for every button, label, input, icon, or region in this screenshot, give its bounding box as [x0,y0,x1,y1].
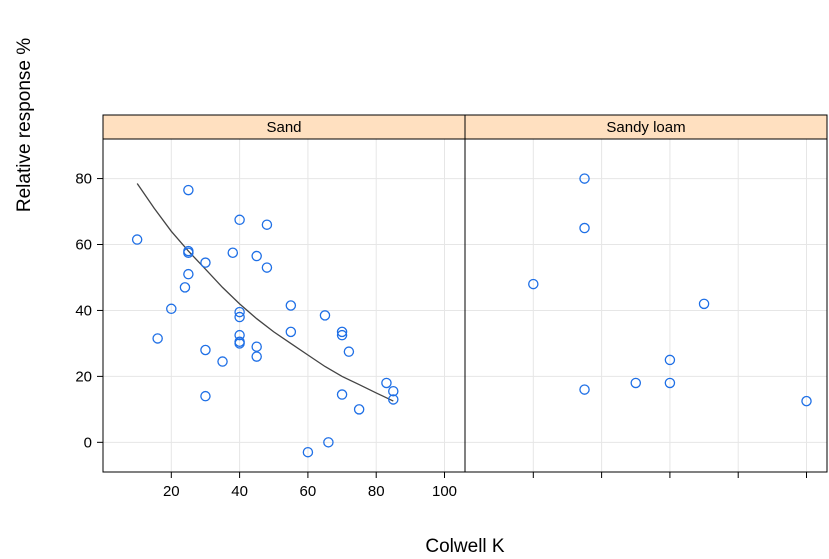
data-point-0-6 [183,268,194,280]
data-point-0-26 [302,446,314,458]
panel-strip-1 [464,114,828,140]
data-point-0-27 [319,310,331,321]
y-tick-label-0: 0 [84,434,92,451]
y-tick-label-4: 80 [75,171,92,188]
y-tick-label-3: 60 [75,237,92,254]
data-point-0-5 [183,247,194,258]
x-tick-label-1: 40 [231,483,248,500]
x-tick-label-4: 100 [432,483,457,500]
data-point-0-7 [183,184,194,196]
data-point-0-35 [388,385,399,397]
data-point-0-28 [323,437,334,448]
data-point-0-36 [388,394,399,405]
fit-curve-0 [136,183,394,402]
panel-strip-label-0: Sand [266,119,301,136]
data-point-1-5 [664,354,676,366]
data-point-1-3 [579,384,590,395]
data-point-0-18 [234,338,245,349]
data-point-0-19 [251,250,262,262]
data-point-0-8 [200,257,211,268]
data-point-0-10 [200,390,211,402]
data-point-0-14 [234,306,245,318]
axis-layer: 20 40 60 80 100 0 20 40 60 80 [75,171,808,500]
data-point-0-13 [234,214,245,226]
y-tick-label-1: 20 [75,368,92,385]
data-point-1-0 [528,278,539,290]
x-tick-label-2: 60 [300,483,317,500]
data-point-0-22 [261,219,273,230]
data-point-0-1 [152,333,163,344]
data-point-0-2 [166,303,177,315]
panel-frame-0 [102,138,466,473]
data-point-0-15 [234,311,245,323]
data-point-0-24 [285,300,297,311]
data-point-1-7 [698,298,710,310]
grid-layer [103,139,827,472]
curve-layer [136,183,394,402]
x-tick-label-0: 20 [163,483,180,500]
data-point-0-30 [336,329,348,341]
data-point-0-25 [285,326,297,338]
data-point-0-3 [179,282,191,293]
data-point-1-1 [579,173,590,184]
y-tick-label-2: 40 [75,302,92,319]
y-axis-title: Relative response % [14,38,35,212]
data-point-0-21 [251,351,262,362]
frame-layer [102,138,828,473]
data-point-0-29 [336,326,348,338]
point-layer [131,173,812,458]
data-point-0-20 [251,341,262,352]
data-point-0-11 [217,356,228,367]
panel-strip-label-1: Sandy loam [606,119,685,136]
panel-frame-1 [464,138,828,473]
data-point-1-4 [630,377,642,389]
panel-strip-0 [102,114,466,140]
data-point-1-8 [801,395,812,407]
data-point-0-16 [234,329,245,341]
data-point-0-9 [200,344,211,356]
data-point-0-34 [381,377,392,389]
panel-layer: Sand Sandy loam [102,114,828,140]
data-point-1-6 [664,377,676,389]
data-point-1-2 [579,222,590,234]
data-point-0-32 [343,346,355,357]
data-point-0-0 [131,234,143,245]
data-point-0-23 [261,262,273,273]
data-point-0-33 [353,404,365,415]
x-axis-title: Colwell K [425,536,505,557]
x-tick-label-3: 80 [368,483,385,500]
data-point-0-12 [227,247,239,258]
data-point-0-31 [336,389,348,400]
